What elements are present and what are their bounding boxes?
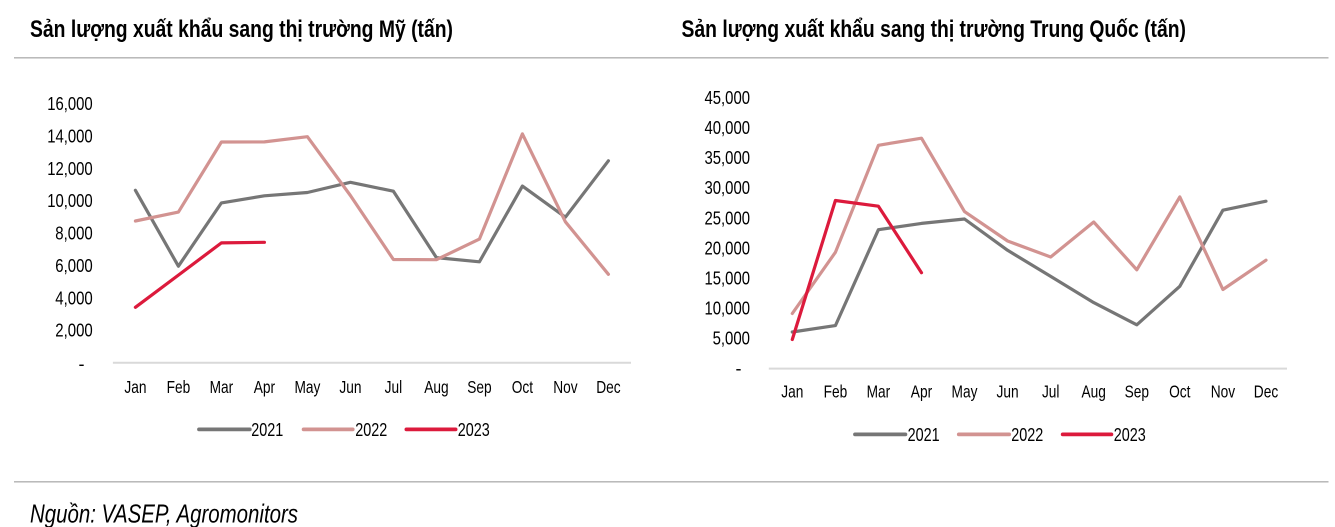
svg-text:Sản lượng xuất khẩu sang thị t: Sản lượng xuất khẩu sang thị trường Mỹ (… bbox=[30, 16, 453, 43]
svg-text:Sep: Sep bbox=[467, 377, 492, 397]
svg-text:45,000: 45,000 bbox=[705, 88, 751, 108]
svg-text:8,000: 8,000 bbox=[55, 224, 92, 244]
svg-text:Mar: Mar bbox=[210, 377, 234, 397]
svg-text:2023: 2023 bbox=[458, 420, 490, 440]
svg-text:20,000: 20,000 bbox=[705, 238, 751, 258]
svg-text:Nguồn: VASEP, Agromonitors: Nguồn: VASEP, Agromonitors bbox=[30, 499, 298, 527]
svg-text:2023: 2023 bbox=[1114, 425, 1146, 445]
svg-text:2022: 2022 bbox=[355, 420, 387, 440]
svg-text:-: - bbox=[79, 354, 85, 374]
svg-text:35,000: 35,000 bbox=[705, 148, 751, 168]
svg-text:Aug: Aug bbox=[424, 377, 448, 397]
svg-text:Oct: Oct bbox=[512, 377, 533, 397]
svg-text:15,000: 15,000 bbox=[705, 268, 751, 288]
svg-text:40,000: 40,000 bbox=[705, 118, 751, 138]
svg-text:Mar: Mar bbox=[867, 382, 891, 402]
svg-text:Jun: Jun bbox=[997, 382, 1019, 402]
svg-text:2,000: 2,000 bbox=[55, 321, 92, 341]
svg-text:16,000: 16,000 bbox=[47, 94, 93, 114]
svg-text:Jun: Jun bbox=[339, 377, 361, 397]
svg-text:May: May bbox=[294, 377, 320, 397]
svg-text:10,000: 10,000 bbox=[47, 191, 93, 211]
svg-text:Aug: Aug bbox=[1082, 382, 1106, 402]
svg-text:May: May bbox=[952, 382, 978, 402]
svg-text:Nov: Nov bbox=[553, 377, 578, 397]
svg-text:14,000: 14,000 bbox=[47, 126, 93, 146]
svg-text:Apr: Apr bbox=[254, 377, 276, 397]
svg-text:6,000: 6,000 bbox=[55, 256, 92, 276]
svg-text:Jan: Jan bbox=[781, 382, 803, 402]
svg-text:Jul: Jul bbox=[385, 377, 403, 397]
svg-text:-: - bbox=[736, 359, 742, 379]
svg-text:30,000: 30,000 bbox=[705, 178, 751, 198]
svg-text:Sản lượng xuất khẩu sang thị t: Sản lượng xuất khẩu sang thị trường Trun… bbox=[682, 16, 1187, 43]
svg-text:Feb: Feb bbox=[167, 377, 191, 397]
svg-text:25,000: 25,000 bbox=[705, 208, 751, 228]
svg-text:4,000: 4,000 bbox=[55, 288, 92, 308]
svg-text:Dec: Dec bbox=[596, 377, 621, 397]
svg-text:Jan: Jan bbox=[124, 377, 146, 397]
svg-text:Feb: Feb bbox=[824, 382, 848, 402]
svg-text:5,000: 5,000 bbox=[713, 329, 750, 349]
svg-text:Sep: Sep bbox=[1125, 382, 1150, 402]
svg-text:12,000: 12,000 bbox=[47, 159, 93, 179]
svg-text:10,000: 10,000 bbox=[705, 298, 751, 318]
svg-text:2022: 2022 bbox=[1011, 425, 1043, 445]
svg-text:2021: 2021 bbox=[251, 420, 283, 440]
svg-text:2021: 2021 bbox=[908, 425, 940, 445]
svg-text:Jul: Jul bbox=[1042, 382, 1060, 402]
svg-text:Dec: Dec bbox=[1254, 382, 1279, 402]
svg-text:Oct: Oct bbox=[1169, 382, 1190, 402]
svg-text:Nov: Nov bbox=[1211, 382, 1236, 402]
svg-text:Apr: Apr bbox=[911, 382, 933, 402]
